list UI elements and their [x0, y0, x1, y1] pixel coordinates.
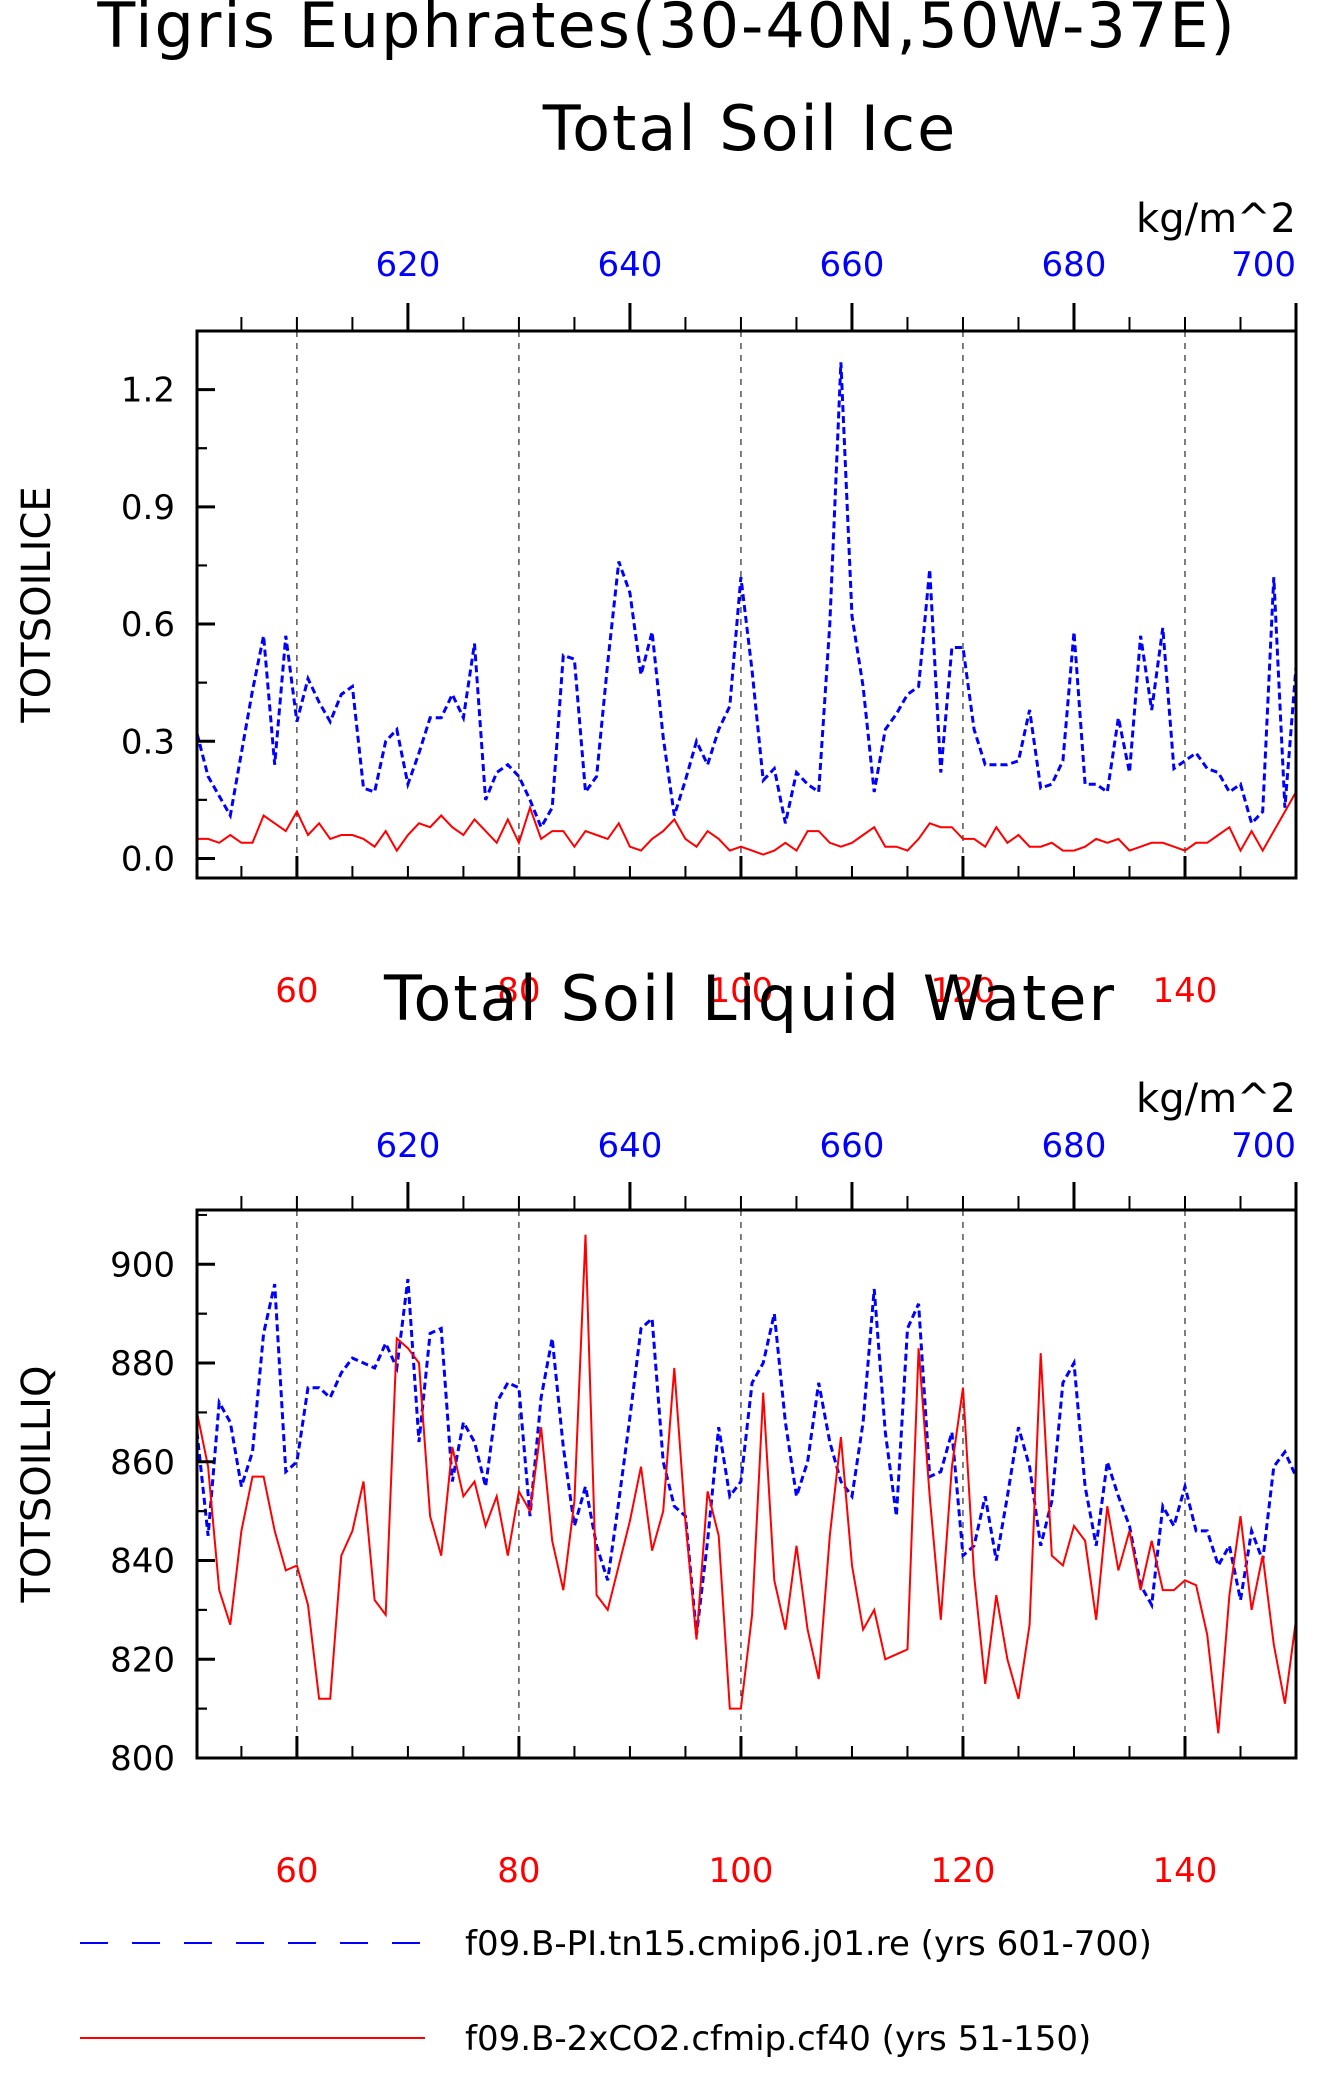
y-axis-label: TOTSOILLIQ: [14, 1366, 60, 1604]
figure-title: Tigris Euphrates(30-40N,50W-37E): [96, 0, 1236, 62]
chart-panel-1: Total Soil Ice kg/m^2 0.0 0.3 0.6 0.9 1.2 60 80 1…: [14, 92, 1298, 1011]
x-top-tick-label: 640: [597, 245, 662, 285]
x-bottom-tick-label: 120: [931, 971, 996, 1011]
x-bottom-tick-label: 100: [708, 971, 773, 1011]
x-top-tick-label: 660: [820, 245, 885, 285]
x-bottom-tick-label: 100: [708, 1851, 773, 1891]
series-line-red: [197, 789, 1296, 856]
y-tick-label: 1.2: [121, 371, 175, 411]
panel-title: Total Soil Liquid Water: [383, 962, 1116, 1035]
y-tick-label: 880: [110, 1344, 175, 1384]
y-tick-label: 860: [110, 1443, 175, 1483]
plot-frame: [195, 329, 1298, 880]
x-bottom-tick-label: 140: [1153, 1851, 1218, 1891]
series-line-blue: [197, 362, 1296, 831]
series-line-red: [197, 1234, 1296, 1734]
series-line-blue: [197, 1278, 1296, 1635]
x-bottom-tick-label: 120: [931, 1851, 996, 1891]
chart-panel-2: Total Soil Liquid Water kg/m^2 800 820 840 86…: [14, 962, 1298, 1891]
y-tick-label: 820: [110, 1640, 175, 1680]
units-label: kg/m^2: [1136, 196, 1296, 242]
x-bottom-tick-label: 140: [1153, 971, 1218, 1011]
units-label: kg/m^2: [1136, 1076, 1296, 1122]
x-top-tick-label: 680: [1042, 245, 1107, 285]
x-top-tick-label: 680: [1042, 1126, 1107, 1166]
x-top-tick-label: 660: [820, 1126, 885, 1166]
x-top-tick-label: 620: [375, 245, 440, 285]
plot-frame: [195, 1208, 1298, 1760]
x-top-tick-label: 640: [597, 1126, 662, 1166]
legend-label: f09.B-2xCO2.cfmip.cf40 (yrs 51-150): [465, 2019, 1091, 2059]
x-top-tick-label: 700: [1231, 245, 1296, 285]
y-tick-label: 900: [110, 1245, 175, 1285]
legend: f09.B-PI.tn15.cmip6.j01.re (yrs 601-700)…: [80, 1924, 1152, 2059]
x-bottom-tick-label: 60: [275, 1851, 318, 1891]
x-top-tick-label: 620: [375, 1126, 440, 1166]
y-tick-label: 0.9: [121, 488, 175, 528]
y-tick-label: 0.3: [121, 722, 175, 762]
x-bottom-tick-label: 80: [497, 971, 540, 1011]
y-axis-label: TOTSOILICE: [14, 486, 60, 723]
panel-title: Total Soil Ice: [542, 92, 957, 165]
legend-label: f09.B-PI.tn15.cmip6.j01.re (yrs 601-700): [465, 1924, 1152, 1964]
y-tick-label: 800: [110, 1739, 175, 1779]
x-bottom-tick-label: 80: [497, 1851, 540, 1891]
x-bottom-tick-label: 60: [275, 971, 318, 1011]
y-tick-label: 0.6: [121, 605, 175, 645]
y-tick-label: 0.0: [121, 839, 175, 879]
y-tick-label: 840: [110, 1542, 175, 1582]
x-top-tick-label: 700: [1231, 1126, 1296, 1166]
